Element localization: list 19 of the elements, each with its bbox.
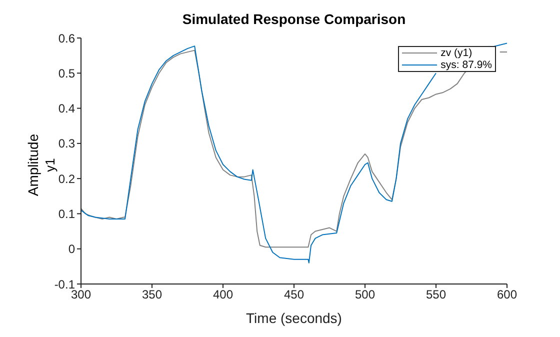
x-tick-label: 400 — [212, 288, 234, 302]
x-tick-label: 600 — [496, 288, 518, 302]
y-tick-label: 0 — [68, 242, 76, 256]
legend-label: zv (y1) — [440, 47, 472, 59]
x-tick-label: 550 — [426, 288, 446, 302]
y-tick-label: 0.1 — [58, 206, 76, 221]
x-tick-label: 450 — [284, 288, 304, 302]
legend-label: sys: 87.9% — [440, 59, 492, 71]
y-tick-label: 0.4 — [58, 102, 76, 116]
y-tick-label: 0.2 — [58, 172, 76, 186]
x-tick-label: 500 — [354, 288, 376, 302]
y-tick-label: 0.5 — [58, 66, 76, 80]
x-tick-label: 350 — [142, 288, 162, 302]
text: y1 — [42, 158, 58, 172]
y-tick-label: 0.6 — [58, 31, 76, 46]
x-axis-title: Time (seconds) — [246, 310, 342, 326]
chart-title: Simulated Response Comparison — [181, 11, 407, 27]
y-tick-label: 0.3 — [58, 136, 76, 151]
y-axis-title: Amplitude — [25, 134, 41, 196]
